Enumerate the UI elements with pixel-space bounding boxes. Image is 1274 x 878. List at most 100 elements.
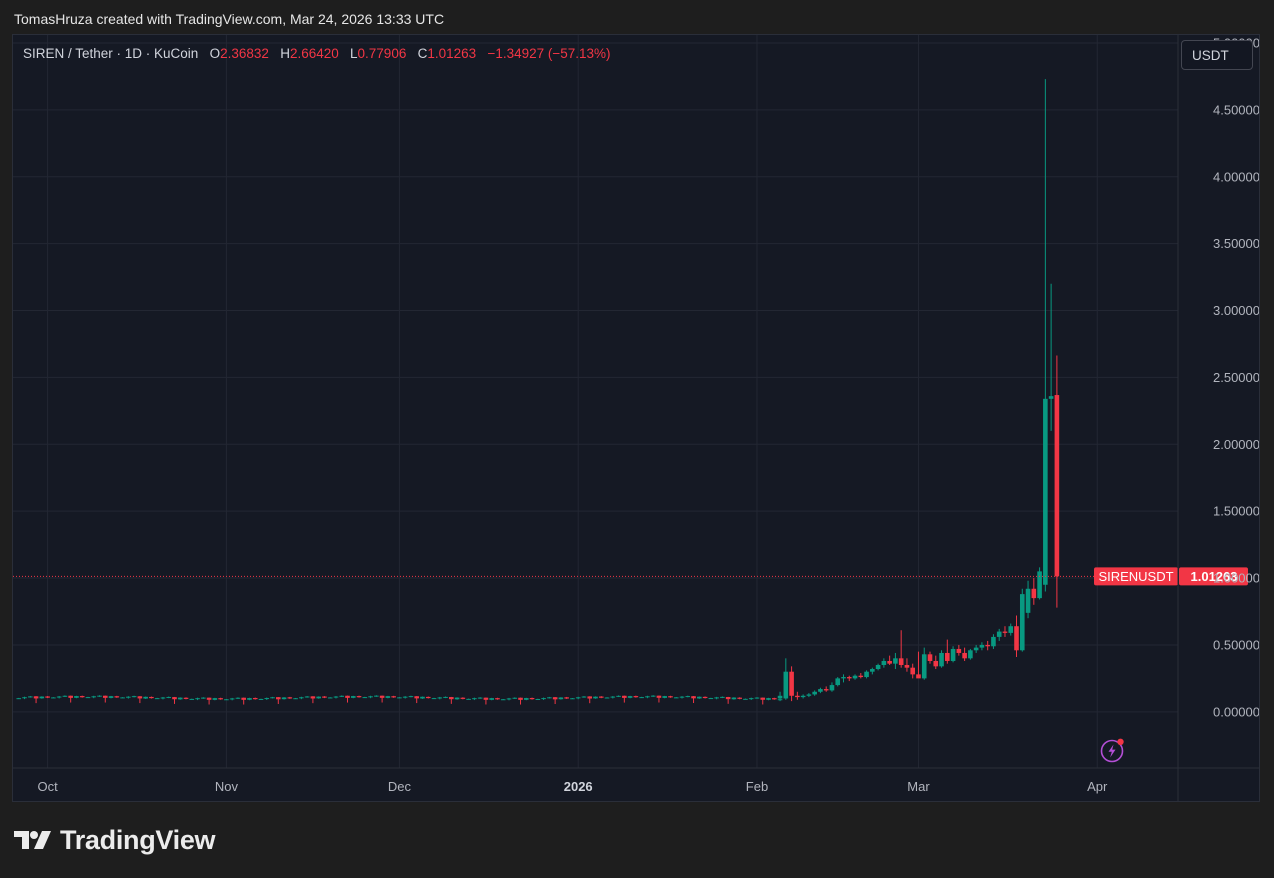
y-tick-label: 1.50000 [1213, 504, 1259, 519]
y-tick-label: 2.50000 [1213, 370, 1259, 385]
candle-body [552, 697, 558, 700]
candle [777, 691, 783, 702]
candle [102, 695, 108, 703]
open-value: 2.36832 [220, 46, 269, 61]
candle [149, 696, 154, 699]
candle-body [22, 697, 27, 699]
tradingview-logo-icon [14, 831, 51, 849]
candle-body [910, 667, 916, 675]
candle-body [177, 697, 183, 700]
candle [287, 696, 293, 699]
candle-body [846, 677, 852, 679]
candle [887, 655, 892, 666]
candle-body [241, 697, 246, 700]
candle [541, 697, 546, 700]
candle [766, 697, 771, 701]
candle-body [1008, 626, 1014, 633]
y-tick-label: 4.50000 [1213, 102, 1259, 117]
currency-button[interactable]: USDT [1181, 40, 1253, 70]
candle-body [56, 696, 62, 698]
candle-body [627, 696, 633, 698]
candle-body [858, 675, 864, 678]
symbol-label[interactable]: SIREN / Tether · 1D · KuCoin [23, 46, 199, 61]
candle-body [529, 698, 535, 700]
candle-body [760, 697, 766, 700]
candle-body [645, 696, 650, 698]
candle-body [933, 660, 939, 667]
candle [68, 695, 73, 703]
candle [529, 697, 535, 700]
candle-body [795, 695, 800, 698]
candle-body [662, 696, 668, 698]
candle [472, 697, 477, 701]
candle-body [581, 696, 587, 698]
candle [201, 697, 206, 699]
candle [795, 691, 800, 700]
tradingview-logo[interactable]: TradingView [14, 823, 216, 857]
candle-body [656, 695, 662, 698]
candle-body [881, 660, 887, 666]
price-axis: 5.000004.500004.000003.500003.000002.500… [1177, 35, 1259, 801]
candle [725, 696, 731, 704]
candle [368, 695, 373, 699]
candle [864, 670, 869, 679]
candle [893, 652, 898, 670]
candle-body [968, 650, 973, 659]
candle-body [437, 697, 443, 699]
candle [39, 696, 45, 699]
candle [818, 687, 823, 694]
candle-body [714, 697, 719, 699]
candle-body [1037, 571, 1042, 599]
candle-body [506, 698, 512, 700]
candle [483, 697, 489, 705]
candle [1031, 578, 1037, 605]
candle [22, 696, 27, 700]
candle-body [287, 697, 293, 699]
lightning-alert-icon[interactable] [1099, 737, 1125, 763]
candle [212, 697, 218, 701]
candle-body [650, 695, 656, 697]
candle [252, 697, 258, 700]
candle-body [33, 696, 39, 699]
candle [737, 697, 742, 700]
candle-body [229, 698, 235, 700]
candle [939, 650, 944, 668]
candle-body [731, 697, 737, 700]
candle [247, 697, 252, 701]
candle [927, 651, 933, 664]
candle [552, 697, 558, 705]
candle-body [495, 698, 500, 700]
candle [789, 666, 794, 702]
symbol-price-tag [1094, 567, 1178, 586]
candle [933, 655, 939, 670]
candle-body [339, 695, 345, 697]
candle [402, 696, 408, 699]
candle [783, 658, 789, 700]
candle-body [449, 697, 454, 700]
candle [397, 697, 402, 699]
candle-body [702, 696, 708, 699]
candle-body [887, 660, 892, 664]
candle-body [374, 695, 379, 697]
candle [500, 698, 506, 701]
candle [1054, 355, 1060, 608]
candle-body [1014, 626, 1019, 651]
candle [51, 697, 56, 699]
candle [881, 658, 887, 668]
candle-body [275, 697, 281, 700]
candle [731, 697, 737, 700]
candle [264, 697, 270, 700]
low-label: L [350, 46, 358, 61]
candle-body [397, 697, 402, 699]
candle [28, 696, 33, 698]
candle [218, 697, 223, 700]
high-label: H [280, 46, 290, 61]
candle-body [1031, 588, 1037, 599]
candle [673, 697, 679, 699]
candle [945, 639, 950, 664]
candle [114, 695, 120, 698]
candle [356, 695, 362, 698]
candle-body [212, 698, 218, 700]
